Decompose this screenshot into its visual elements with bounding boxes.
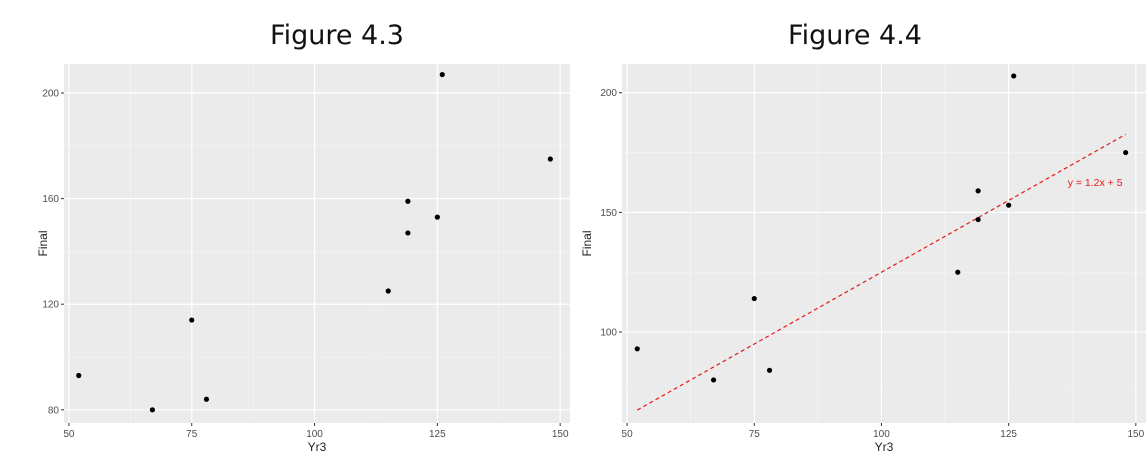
y-tick-label: 160 [42, 194, 59, 205]
x-tick-label: 150 [1127, 429, 1144, 440]
data-point [1123, 149, 1129, 156]
regression-line [636, 133, 1126, 411]
x-tick-label: 150 [552, 429, 569, 440]
x-tick-label: 100 [306, 429, 323, 440]
data-point [766, 367, 773, 373]
data-point [405, 198, 411, 204]
figure-4-4-title: Figure 4.4 [788, 20, 922, 51]
x-tick-label: 100 [873, 429, 890, 440]
plot-panel [622, 64, 1146, 423]
y-tick-label: 100 [600, 328, 617, 339]
data-point [405, 230, 411, 236]
data-point [634, 346, 640, 352]
data-point [385, 288, 391, 294]
plot-panel [64, 64, 570, 423]
figure-4-3-chart: 50 75 100 125 150 80 120 160 200 Yr3 Final [36, 64, 570, 454]
y-tick-label: 80 [48, 405, 60, 416]
regression-equation-label: y = 1.2x + 5 [1068, 177, 1123, 189]
y-axis-label: Final [36, 230, 50, 256]
y-tick-label: 200 [600, 88, 617, 99]
x-axis-label: Yr3 [308, 440, 327, 454]
data-point [203, 396, 210, 402]
y-tick-label: 150 [600, 208, 617, 219]
x-axis-label: Yr3 [875, 440, 894, 454]
x-tick-label: 75 [186, 429, 198, 440]
data-point [751, 295, 757, 302]
data-point [955, 269, 961, 275]
x-tick-label: 75 [749, 429, 761, 440]
x-tick-label: 125 [429, 429, 446, 440]
data-point [1006, 202, 1012, 208]
data-point [547, 156, 553, 162]
figure-4-3-title: Figure 4.3 [270, 20, 404, 51]
data-point [76, 372, 82, 379]
data-point [710, 377, 717, 383]
x-tick-label: 50 [622, 429, 634, 440]
data-point [149, 407, 156, 413]
figure-4-4-chart: 50 75 100 125 150 100 150 200 Yr3 Final y = 1.2x +… [580, 64, 1146, 454]
y-tick-label: 120 [42, 300, 59, 311]
data-point [439, 71, 445, 78]
x-tick-label: 50 [63, 429, 75, 440]
y-tick-label: 200 [42, 89, 59, 100]
data-point [1011, 73, 1017, 79]
y-axis-label: Final [580, 230, 594, 256]
data-point [189, 317, 195, 323]
data-point [975, 188, 981, 194]
data-point [434, 214, 440, 220]
x-tick-label: 125 [1000, 429, 1017, 440]
data-point [975, 216, 981, 223]
